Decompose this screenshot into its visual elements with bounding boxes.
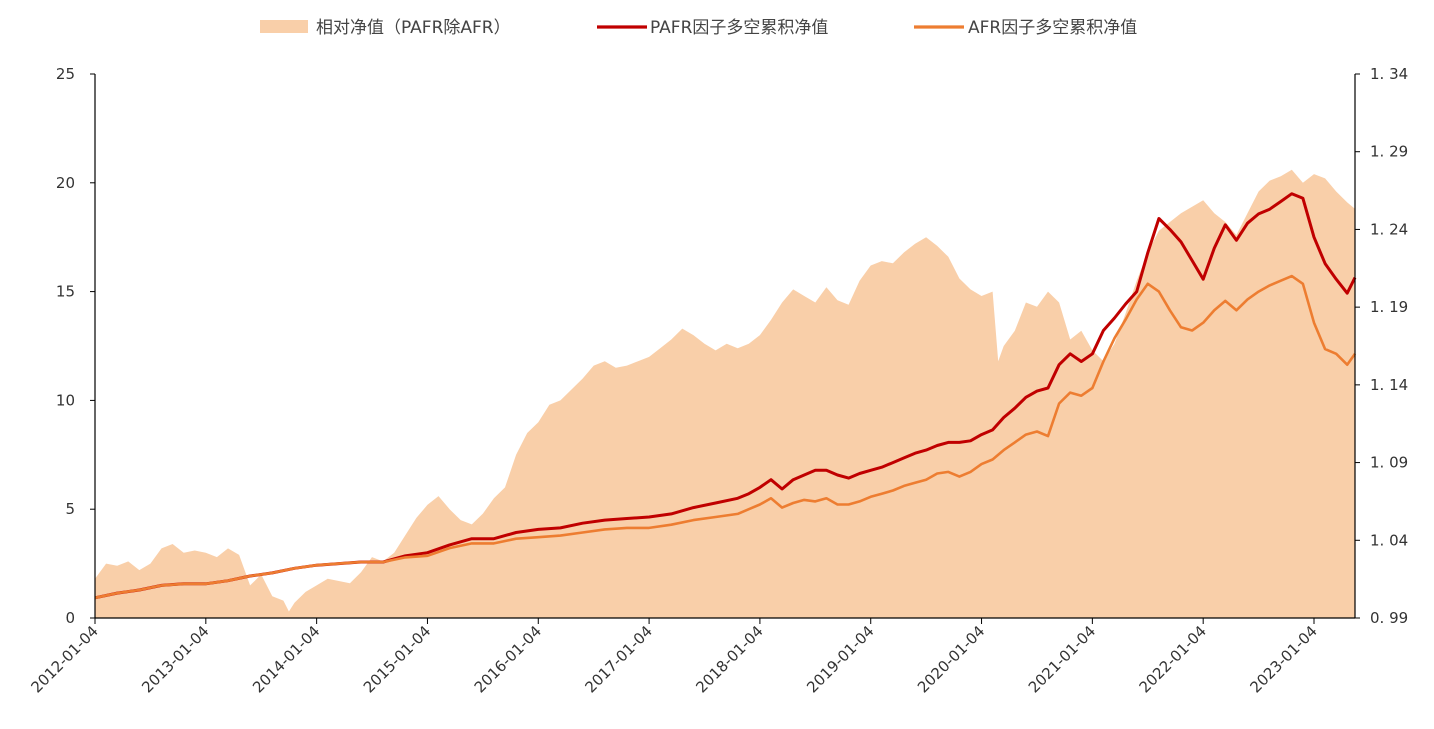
y-right-tick-label: 1. 04 bbox=[1370, 531, 1408, 549]
relative-area-layer bbox=[95, 169, 1355, 618]
x-tick-label: 2021-01-04 bbox=[1025, 622, 1099, 696]
y-left-tick-label: 10 bbox=[56, 391, 75, 409]
y-right-tick-label: 0. 99 bbox=[1370, 609, 1408, 627]
y-left-tick-label: 0 bbox=[65, 609, 75, 627]
x-tick-label: 2020-01-04 bbox=[914, 622, 988, 696]
y-right-tick-label: 1. 09 bbox=[1370, 454, 1408, 472]
y-left-tick-label: 20 bbox=[56, 174, 75, 192]
x-tick-label: 2017-01-04 bbox=[582, 622, 656, 696]
legend-label-relative: 相对净值（PAFR除AFR） bbox=[316, 18, 511, 38]
legend-label-pafr: PAFR因子多空累积净值 bbox=[650, 18, 828, 38]
y-right-tick-label: 1. 14 bbox=[1370, 376, 1408, 394]
x-tick-label: 2016-01-04 bbox=[471, 622, 545, 696]
y-left-tick-label: 25 bbox=[56, 65, 75, 83]
x-tick-label: 2018-01-04 bbox=[692, 622, 766, 696]
y-right-tick-label: 1. 19 bbox=[1370, 298, 1408, 316]
x-tick-label: 2014-01-04 bbox=[249, 622, 323, 696]
series-line-afr bbox=[94, 274, 1357, 600]
y-left-tick-label: 5 bbox=[65, 500, 75, 518]
y-right-tick-label: 1. 29 bbox=[1370, 143, 1408, 161]
x-tick-label: 2023-01-04 bbox=[1246, 622, 1320, 696]
legend: 相对净值（PAFR除AFR） PAFR因子多空累积净值 AFR因子多空累积净值 bbox=[260, 18, 1137, 38]
line-layer bbox=[94, 192, 1357, 600]
x-tick-label: 2012-01-04 bbox=[27, 622, 101, 696]
y-right-tick-label: 1. 34 bbox=[1370, 65, 1408, 83]
series-line-pafr bbox=[94, 192, 1357, 600]
legend-label-afr: AFR因子多空累积净值 bbox=[968, 18, 1137, 38]
legend-swatch-relative bbox=[260, 20, 308, 33]
y-right-tick-label: 1. 24 bbox=[1370, 220, 1408, 238]
series-area-relative bbox=[95, 169, 1355, 618]
x-tick-label: 2015-01-04 bbox=[360, 622, 434, 696]
y-left-tick-label: 15 bbox=[56, 283, 75, 301]
x-tick-label: 2022-01-04 bbox=[1136, 622, 1210, 696]
x-tick-label: 2013-01-04 bbox=[138, 622, 212, 696]
x-tick-label: 2019-01-04 bbox=[803, 622, 877, 696]
